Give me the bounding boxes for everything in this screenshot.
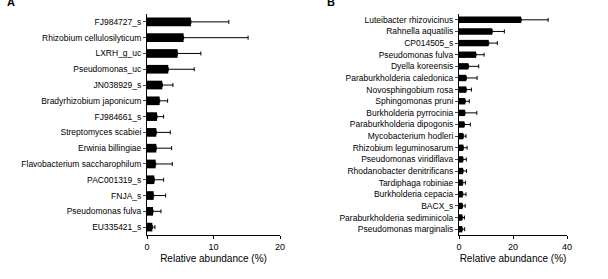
svg-text:Streptomyces scabiei: Streptomyces scabiei xyxy=(61,127,142,137)
svg-text:Pseudomonas viridiflava: Pseudomonas viridiflava xyxy=(361,154,453,164)
svg-text:10: 10 xyxy=(208,242,218,252)
svg-text:B: B xyxy=(327,0,335,8)
svg-text:Paraburkholderia caledonica: Paraburkholderia caledonica xyxy=(346,73,454,83)
svg-text:FJ984661_s: FJ984661_s xyxy=(95,112,142,122)
svg-text:Relative abundance (%): Relative abundance (%) xyxy=(160,253,267,264)
svg-text:Relative abundance (%): Relative abundance (%) xyxy=(460,253,567,264)
svg-text:Flavobacterium saccharophilum: Flavobacterium saccharophilum xyxy=(21,159,141,169)
svg-text:Novosphingobium rosa: Novosphingobium rosa xyxy=(366,85,453,95)
svg-text:Rhodanobacter denitrificans: Rhodanobacter denitrificans xyxy=(347,166,453,176)
svg-text:Paraburkholderia sediminicola: Paraburkholderia sediminicola xyxy=(339,213,453,223)
svg-text:Pseudomonas fulva: Pseudomonas fulva xyxy=(379,50,454,60)
svg-text:20: 20 xyxy=(275,242,285,252)
svg-text:Paraburkholderia dipogonis: Paraburkholderia dipogonis xyxy=(350,119,454,129)
svg-text:CP014505_s: CP014505_s xyxy=(404,38,453,48)
svg-text:Pseudomonas fulva: Pseudomonas fulva xyxy=(67,206,142,216)
svg-text:Mycobacterium hodleri: Mycobacterium hodleri xyxy=(368,131,454,141)
svg-text:Bradyrhizobium japonicum: Bradyrhizobium japonicum xyxy=(41,96,141,106)
svg-text:Burkholderia cepacia: Burkholderia cepacia xyxy=(374,189,454,199)
svg-text:Burkholderia pyrrocinia: Burkholderia pyrrocinia xyxy=(366,108,453,118)
svg-text:Pseudomonas marginalis: Pseudomonas marginalis xyxy=(358,224,453,234)
svg-text:EU335421_s: EU335421_s xyxy=(92,222,141,232)
svg-text:20: 20 xyxy=(508,242,518,252)
svg-text:Dyella koreensis: Dyella koreensis xyxy=(391,61,453,71)
svg-text:PAC001319_s: PAC001319_s xyxy=(87,175,141,185)
svg-text:Rhizobium cellulosilyticum: Rhizobium cellulosilyticum xyxy=(42,33,141,43)
svg-text:A: A xyxy=(7,0,15,8)
svg-text:JN038929_s: JN038929_s xyxy=(94,80,142,90)
svg-text:Rhizobium leguminosarum: Rhizobium leguminosarum xyxy=(353,143,454,153)
svg-text:LXRH_g_uc: LXRH_g_uc xyxy=(95,48,142,58)
svg-text:0: 0 xyxy=(456,242,461,252)
svg-text:Pseudomonas_uc: Pseudomonas_uc xyxy=(73,64,142,74)
svg-text:Rahnella aquatilis: Rahnella aquatilis xyxy=(386,26,453,36)
svg-text:BACX_s: BACX_s xyxy=(421,201,453,211)
svg-text:Tardiphaga robiniae: Tardiphaga robiniae xyxy=(379,178,454,188)
svg-text:Luteibacter rhizovicinus: Luteibacter rhizovicinus xyxy=(364,15,453,25)
svg-text:0: 0 xyxy=(144,242,149,252)
svg-text:FNJA_s: FNJA_s xyxy=(111,191,141,201)
svg-text:Erwinia billingiae: Erwinia billingiae xyxy=(78,143,142,153)
svg-text:Sphingomonas pruni: Sphingomonas pruni xyxy=(375,96,453,106)
svg-text:FJ984727_s: FJ984727_s xyxy=(95,17,142,27)
svg-text:40: 40 xyxy=(562,242,572,252)
